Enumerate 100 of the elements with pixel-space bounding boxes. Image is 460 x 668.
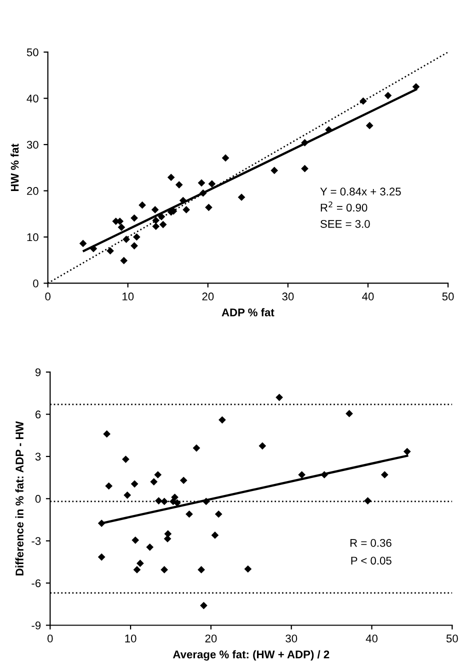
point [174,499,181,507]
point [211,532,219,539]
point [380,471,388,478]
point [180,476,188,484]
point [403,448,411,456]
x-axis-title: Average % fat: (HW + ADP) / 2 [172,650,330,661]
point [366,122,374,130]
point [152,222,160,230]
point [244,565,252,573]
point [364,497,372,504]
point [90,244,98,252]
point [360,97,367,105]
y-tick-label: 0 [33,280,38,288]
point [325,126,332,134]
point [160,566,168,574]
point [167,174,175,182]
point [199,189,207,197]
point [160,498,168,506]
point [132,536,140,544]
annotation: R = 0.36 [350,539,392,547]
point [122,456,130,463]
x-tick-label: 50 [446,634,458,642]
x-tick-label: 40 [362,292,374,300]
x-tick-label: 20 [205,634,217,642]
point [270,166,278,174]
point [130,242,138,250]
annotation: SEE = 3.0 [320,220,370,228]
point [124,491,132,499]
y-tick-label: 9 [35,368,41,376]
y-axis-title: HW % fat [10,144,19,191]
point [198,566,205,574]
point [214,510,222,518]
point [320,471,328,478]
point [298,471,306,478]
point [98,553,106,561]
y-axis-title: Difference in % fat: ADP - HW [15,421,24,576]
point [238,194,246,201]
point [133,233,140,241]
point [98,520,106,527]
point [412,83,420,90]
point [346,410,353,418]
point [182,206,190,214]
point [175,181,183,188]
y-tick-label: -3 [32,537,41,545]
point [120,256,128,264]
point [258,442,266,450]
annotation: R$^{2}$ = 0.90 [320,201,368,212]
point [205,204,212,212]
point [186,510,193,518]
point [154,471,162,478]
y-tick-label: 20 [27,187,38,195]
point [158,212,166,220]
point [192,444,200,452]
point [133,566,141,574]
point [150,478,158,486]
point [384,92,392,100]
point [218,416,226,424]
x-tick-label: 10 [122,292,134,300]
point [152,216,160,224]
x-tick-label: 10 [125,634,136,642]
point [138,201,146,209]
point [103,430,110,438]
point [200,602,208,610]
point [202,498,210,506]
point [171,494,178,501]
point [118,224,126,231]
point [179,196,187,204]
point [159,220,167,228]
y-tick-label: 50 [26,48,38,56]
y-tick-label: 6 [36,410,41,418]
point [276,394,283,402]
y-tick-label: 10 [27,233,38,242]
x-tick-label: 0 [45,292,50,300]
x-tick-label: 20 [202,292,214,300]
point [146,544,154,551]
point [198,179,206,187]
x-tick-label: 50 [442,292,454,300]
x-axis-title: ADP % fat [222,308,274,316]
x-tick-label: 30 [282,292,294,300]
annotation: P < 0.05 [351,556,392,565]
point [164,535,172,542]
point [301,164,308,172]
point [301,139,308,146]
point [79,240,87,248]
x-tick-label: 40 [366,634,378,642]
point [105,482,113,490]
point [122,236,130,243]
annotation: Y = 0.84x + 3.25 [320,188,401,196]
point [130,214,138,222]
point [136,560,144,568]
y-tick-label: 30 [26,140,38,149]
y-tick-label: 40 [26,94,38,102]
point [130,480,138,488]
point [222,154,230,162]
x-tick-label: 30 [286,634,298,642]
point [155,497,162,504]
y-tick-label: 0 [35,494,41,503]
point [106,247,114,255]
point [208,180,216,188]
y-tick-label: -9 [32,622,41,630]
